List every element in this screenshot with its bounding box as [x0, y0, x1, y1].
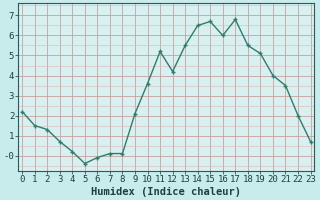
- X-axis label: Humidex (Indice chaleur): Humidex (Indice chaleur): [91, 186, 241, 197]
